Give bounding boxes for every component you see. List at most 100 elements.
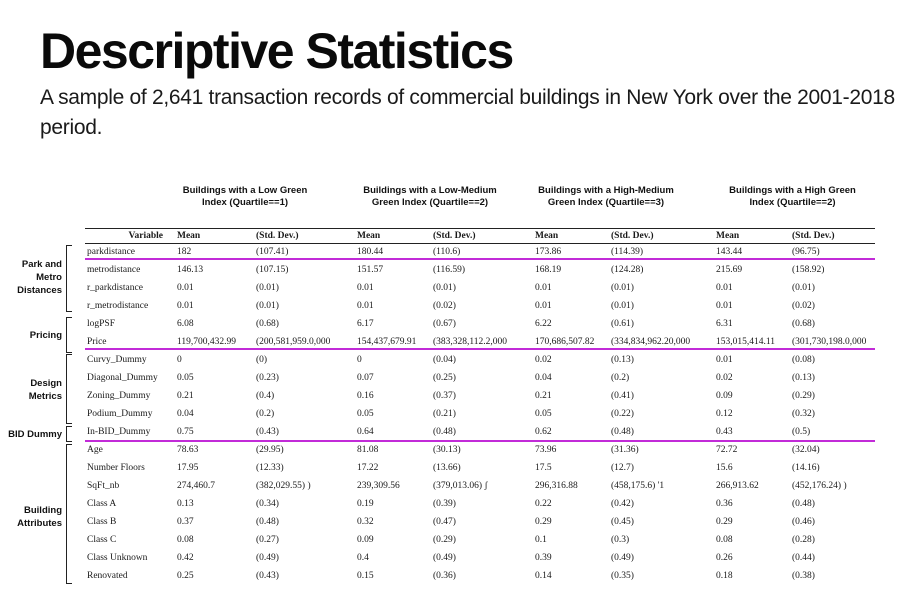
cell-highmed-mean: 296,316.88 xyxy=(535,481,578,491)
cell-high-mean: 0.36 xyxy=(716,499,733,509)
cell-high-sd: (0.13) xyxy=(792,373,815,383)
cell-low-mean: 0 xyxy=(177,355,182,365)
cell-lowmed-mean: 0.07 xyxy=(357,373,374,383)
cell-lowmed-mean: 0.15 xyxy=(357,571,374,581)
cell-lowmed-sd: (0.48) xyxy=(433,427,456,437)
cell-highmed-sd: (0.01) xyxy=(611,301,634,311)
cell-lowmed-sd: (116.59) xyxy=(433,265,466,275)
cell-lowmed-mean: 0.01 xyxy=(357,283,374,293)
cell-highmed-mean: 0.29 xyxy=(535,517,552,527)
column-header-sd: (Std. Dev.) xyxy=(256,231,299,241)
separator-line xyxy=(85,348,875,350)
cell-highmed-mean: 0.01 xyxy=(535,283,552,293)
separator-line xyxy=(85,258,875,260)
cell-lowmed-sd: (0.47) xyxy=(433,517,456,527)
cell-highmed-sd: (124.28) xyxy=(611,265,644,275)
table-header-rule xyxy=(85,243,875,244)
cell-highmed-mean: 0.04 xyxy=(535,373,552,383)
cell-low-mean: 0.25 xyxy=(177,571,194,581)
cell-lowmed-sd: (379,013.06) ʃ xyxy=(433,481,488,491)
cell-low-mean: 0.75 xyxy=(177,427,194,437)
column-header-sd: (Std. Dev.) xyxy=(792,231,835,241)
cell-lowmed-mean: 6.17 xyxy=(357,319,374,329)
cell-lowmed-mean: 0.09 xyxy=(357,535,374,545)
variable-name: Zoning_Dummy xyxy=(87,391,151,401)
cell-low-sd: (0.43) xyxy=(256,427,279,437)
cell-low-mean: 78.63 xyxy=(177,445,199,455)
cell-low-sd: (107.41) xyxy=(256,247,289,257)
cell-high-sd: (452,176.24) ) xyxy=(792,481,847,491)
cell-lowmed-mean: 0.4 xyxy=(357,553,369,563)
variable-name: Class B xyxy=(87,517,117,527)
cell-low-sd: (0.01) xyxy=(256,283,279,293)
cell-high-sd: (0.32) xyxy=(792,409,815,419)
cell-high-sd: (0.28) xyxy=(792,535,815,545)
column-header-sd: (Std. Dev.) xyxy=(433,231,476,241)
brace-design-metrics xyxy=(66,354,72,424)
cell-high-sd: (0.01) xyxy=(792,283,815,293)
column-header-mean: Mean xyxy=(357,231,381,241)
cell-highmed-mean: 0.02 xyxy=(535,355,552,365)
cell-highmed-mean: 17.5 xyxy=(535,463,552,473)
cell-highmed-mean: 0.1 xyxy=(535,535,547,545)
cell-high-mean: 0.43 xyxy=(716,427,733,437)
cell-lowmed-sd: (110.6) xyxy=(433,247,461,257)
cell-highmed-mean: 0.05 xyxy=(535,409,552,419)
variable-name: r_parkdistance xyxy=(87,283,143,293)
cell-low-mean: 6.08 xyxy=(177,319,194,329)
cell-lowmed-sd: (0.37) xyxy=(433,391,456,401)
cell-low-mean: 182 xyxy=(177,247,192,257)
cell-low-sd: (0.27) xyxy=(256,535,279,545)
cell-highmed-mean: 73.96 xyxy=(535,445,557,455)
cell-lowmed-mean: 0.32 xyxy=(357,517,374,527)
cell-highmed-sd: (0.35) xyxy=(611,571,634,581)
cell-low-sd: (0.68) xyxy=(256,319,279,329)
group-header-low: Buildings with a Low Green Index (Quarti… xyxy=(182,185,308,208)
page-title: Descriptive Statistics xyxy=(40,23,514,79)
cell-lowmed-mean: 81.08 xyxy=(357,445,379,455)
cell-low-sd: (0.43) xyxy=(256,571,279,581)
page-subtitle: A sample of 2,641 transaction records of… xyxy=(40,86,895,139)
cell-high-mean: 0.29 xyxy=(716,517,733,527)
cell-low-sd: (0.34) xyxy=(256,499,279,509)
cell-highmed-mean: 0.22 xyxy=(535,499,552,509)
cell-high-sd: (158.92) xyxy=(792,265,825,275)
cell-highmed-sd: (12.7) xyxy=(611,463,634,473)
variable-name: Class Unknown xyxy=(87,553,148,563)
cell-high-mean: 153,015,414.11 xyxy=(716,337,776,347)
group-header-high: Buildings with a High Green Index (Quart… xyxy=(729,185,856,208)
cell-highmed-sd: (334,834,962.20,000 xyxy=(611,337,691,347)
cell-lowmed-sd: (0.01) xyxy=(433,283,456,293)
cell-high-mean: 143.44 xyxy=(716,247,743,257)
cell-high-sd: (0.02) xyxy=(792,301,815,311)
column-header-mean: Mean xyxy=(535,231,559,241)
cell-low-mean: 146.13 xyxy=(177,265,204,275)
cell-lowmed-sd: (0.25) xyxy=(433,373,456,383)
cell-low-sd: (200,581,959.0,000 xyxy=(256,337,331,347)
cell-low-mean: 0.01 xyxy=(177,283,194,293)
cell-low-mean: 0.21 xyxy=(177,391,194,401)
cell-lowmed-sd: (0.39) xyxy=(433,499,456,509)
cell-highmed-mean: 6.22 xyxy=(535,319,552,329)
cell-high-sd: (0.48) xyxy=(792,499,815,509)
variable-name: metrodistance xyxy=(87,265,141,275)
cell-highmed-mean: 0.62 xyxy=(535,427,552,437)
cell-lowmed-sd: (0.36) xyxy=(433,571,456,581)
cell-lowmed-sd: (0.04) xyxy=(433,355,456,365)
cell-high-sd: (32.04) xyxy=(792,445,820,455)
variable-name: Podium_Dummy xyxy=(87,409,153,419)
variable-name: Renovated xyxy=(87,571,128,581)
cell-lowmed-mean: 180.44 xyxy=(357,247,384,257)
cell-high-sd: (96.75) xyxy=(792,247,820,257)
column-header-mean: Mean xyxy=(177,231,201,241)
cell-high-mean: 0.26 xyxy=(716,553,733,563)
cell-high-sd: (0.29) xyxy=(792,391,815,401)
variable-name: parkdistance xyxy=(87,247,136,257)
cell-low-mean: 274,460.7 xyxy=(177,481,215,491)
cell-low-mean: 0.37 xyxy=(177,517,194,527)
cell-highmed-sd: (0.41) xyxy=(611,391,634,401)
cell-highmed-sd: (0.48) xyxy=(611,427,634,437)
cell-high-mean: 0.02 xyxy=(716,373,733,383)
cell-low-sd: (382,029.55) ) xyxy=(256,481,311,491)
cell-low-sd: (29.95) xyxy=(256,445,284,455)
